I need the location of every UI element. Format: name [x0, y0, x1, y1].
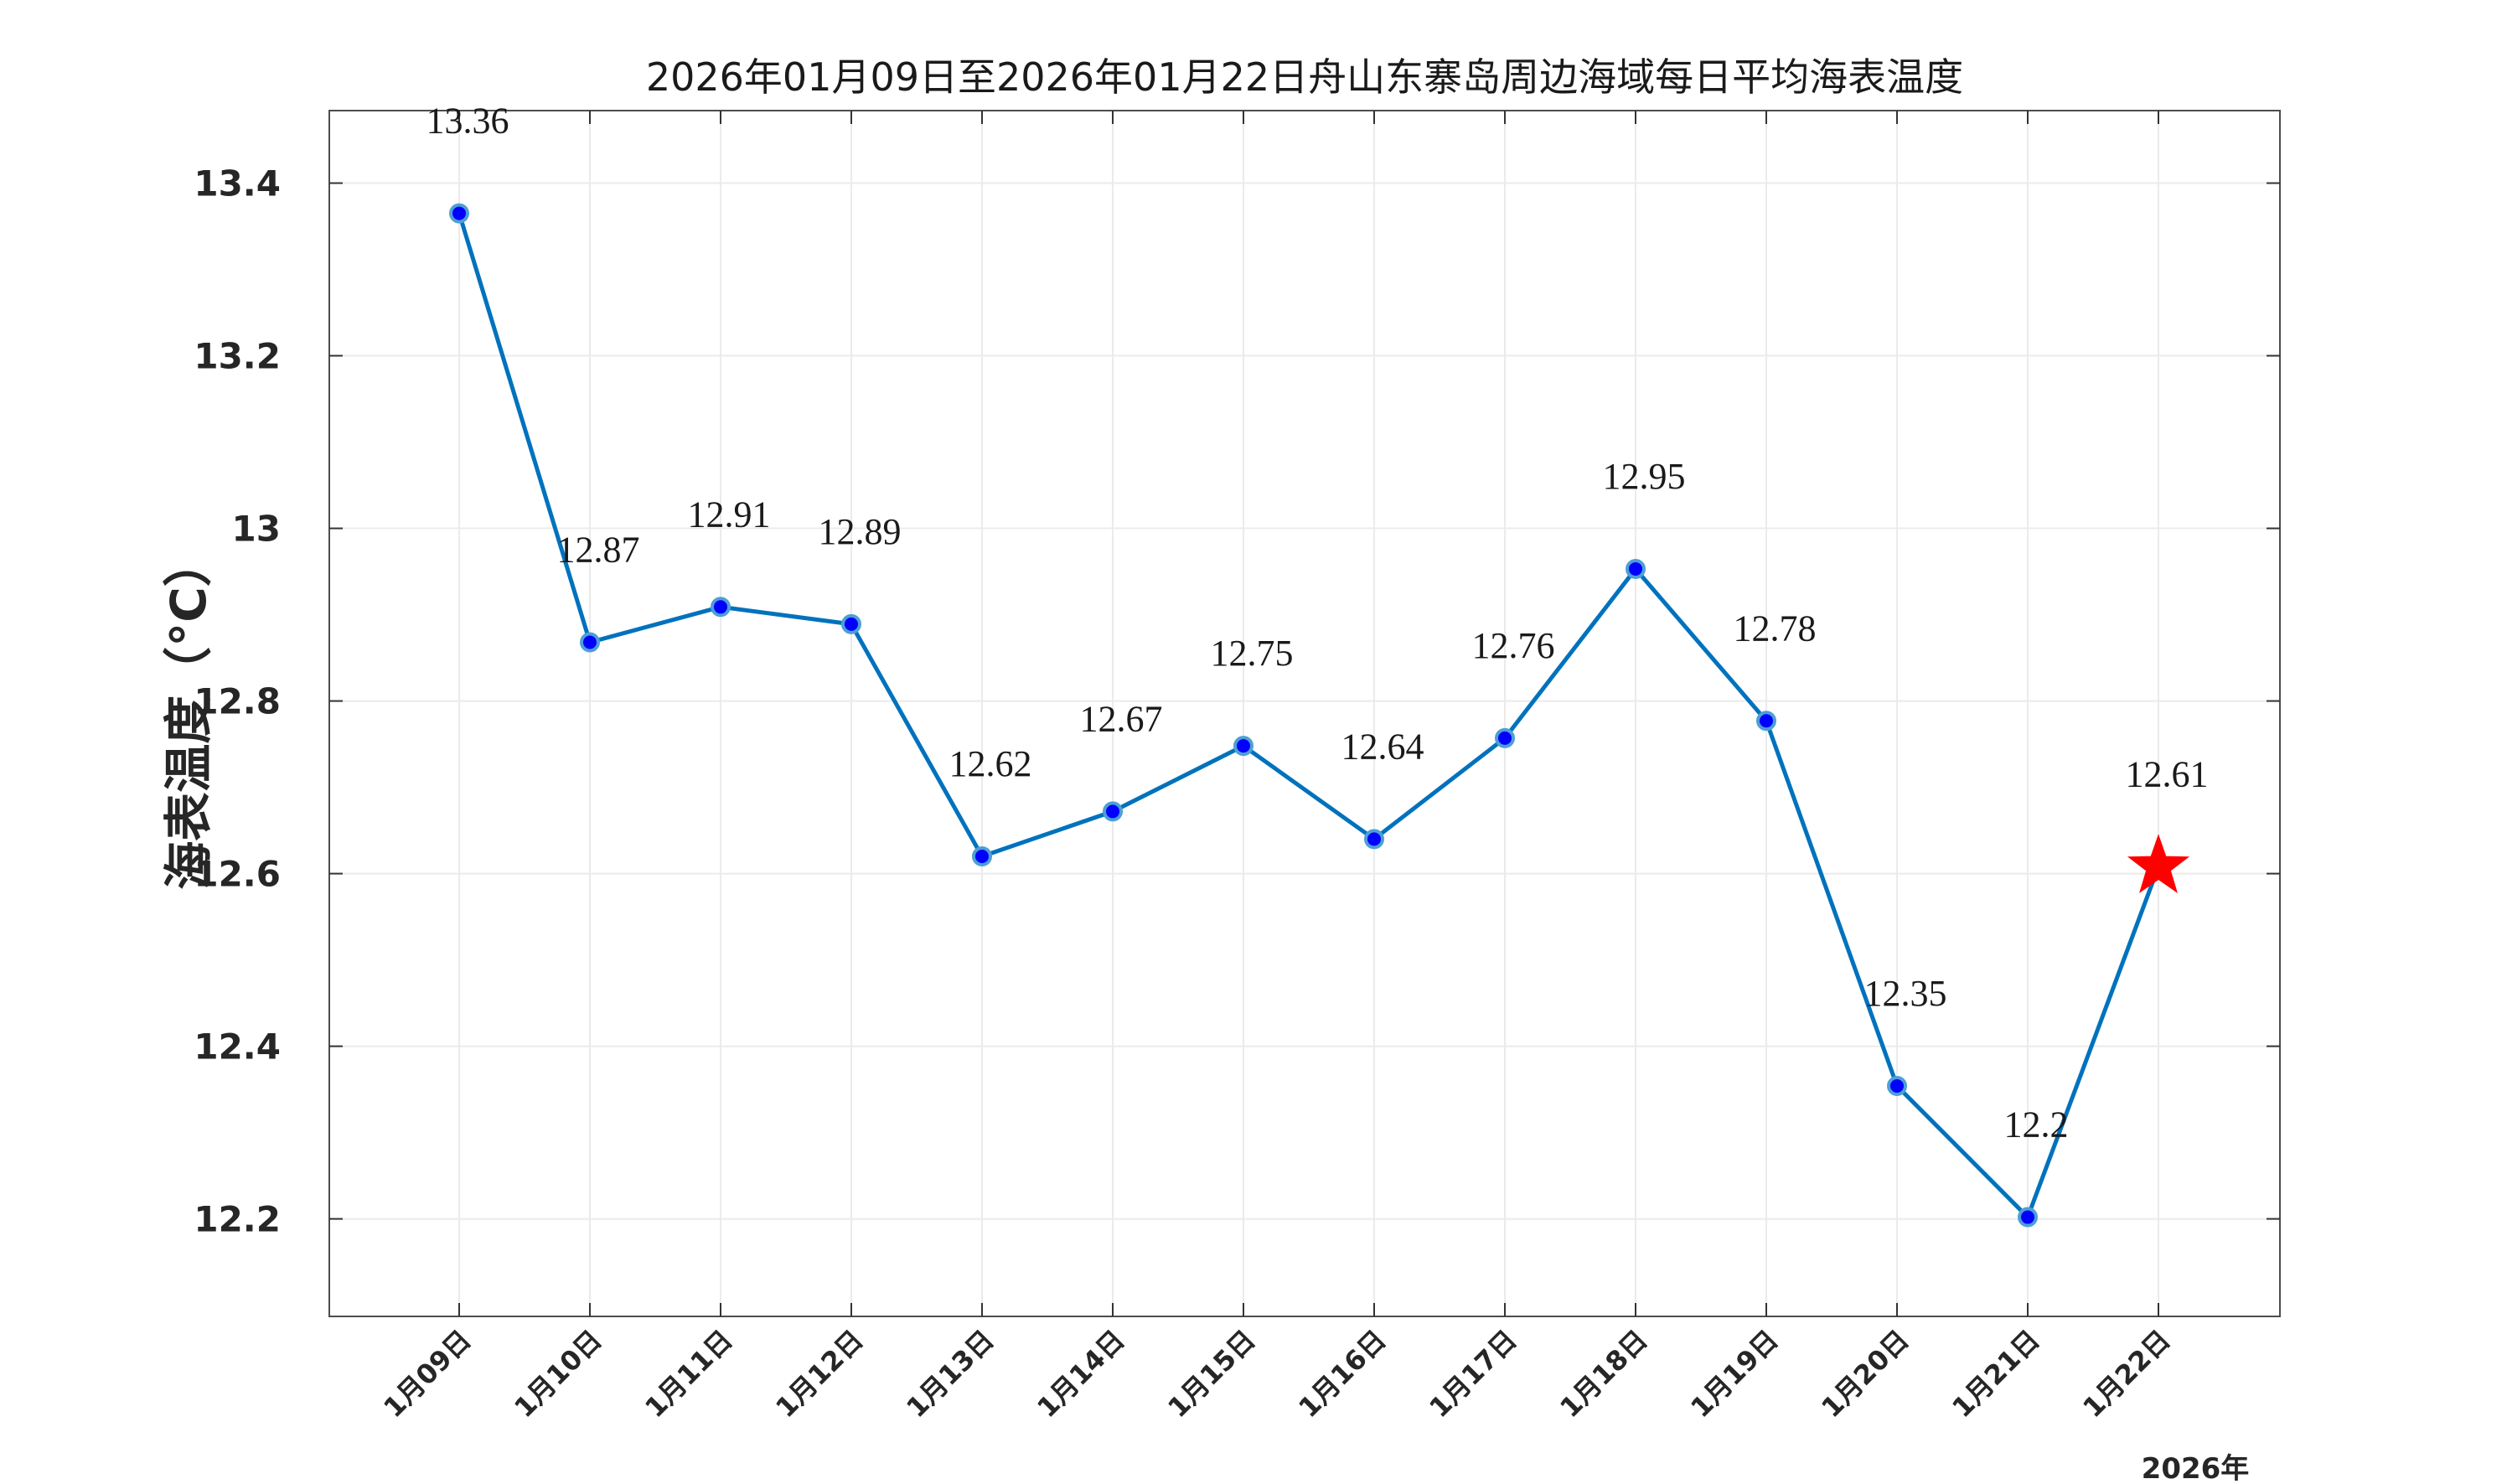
chart-title: 2026年01月09日至2026年01月22日舟山东寨岛周边海域每日平均海表温度: [646, 54, 1963, 100]
y-tick-label: 13: [232, 509, 281, 550]
grid-layer: [329, 111, 2280, 1316]
x-tick-label: 1月09日: [377, 1324, 477, 1424]
x-tick-label: 1月22日: [2076, 1324, 2176, 1424]
data-point: [1103, 801, 1123, 822]
data-label: 12.87: [557, 530, 640, 571]
x-tick-label: 1月20日: [1815, 1324, 1915, 1424]
data-label: 12.75: [1211, 633, 1294, 674]
data-point: [1756, 711, 1776, 732]
plot-frame: [328, 110, 2281, 1317]
data-label: 12.64: [1341, 726, 1424, 767]
data-point: [1626, 558, 1646, 579]
data-point: [449, 203, 469, 224]
y-tick-label: 12.8: [194, 681, 281, 722]
x-tick-label: 1月19日: [1684, 1324, 1784, 1424]
data-point: [711, 597, 731, 618]
data-point: [1495, 727, 1515, 748]
data-point: [1887, 1075, 1907, 1096]
data-point: [1364, 829, 1384, 850]
data-point: [2018, 1207, 2038, 1228]
series-layer: [449, 203, 2190, 1228]
x-tick-label: 1月14日: [1031, 1324, 1130, 1424]
data-point: [580, 632, 600, 653]
x-tick-label: 1月17日: [1423, 1324, 1522, 1424]
x-tick-label: 1月21日: [1946, 1324, 2045, 1424]
y-axis-label: 海表温度（°C）: [160, 538, 217, 890]
data-label: 12.76: [1472, 625, 1555, 666]
data-label: 12.67: [1080, 698, 1163, 739]
data-label: 12.95: [1603, 456, 1686, 497]
data-point: [1233, 736, 1254, 757]
y-tick-label: 12.6: [194, 854, 281, 895]
x-tick-label: 1月11日: [638, 1324, 738, 1424]
data-label: 12.91: [688, 494, 771, 535]
y-axis: 12.2 12.4 12.6 12.8 13 13.2 13.4: [194, 163, 2280, 1240]
highlight-star-marker: [2127, 834, 2190, 893]
data-label: 12.62: [949, 743, 1032, 784]
x-tick-label: 1月10日: [508, 1324, 607, 1424]
data-label: 12.89: [819, 511, 902, 552]
y-tick-label: 12.2: [194, 1199, 281, 1240]
x-tick-label: 1月16日: [1292, 1324, 1392, 1424]
y-tick-label: 13.2: [194, 336, 281, 377]
x-tick-label: 1月15日: [1161, 1324, 1261, 1424]
data-label: 12.2: [2004, 1104, 2069, 1145]
series-line: [457, 212, 2161, 1220]
y-tick-label: 13.4: [194, 163, 281, 204]
x-tick-label: 1月18日: [1553, 1324, 1653, 1424]
data-label: 12.61: [2126, 753, 2209, 794]
x-tick-label: 1月12日: [769, 1324, 869, 1424]
data-point: [972, 845, 992, 866]
data-label: 12.35: [1864, 973, 1947, 1014]
y-tick-label: 12.4: [194, 1026, 281, 1068]
data-label: 13.36: [426, 101, 509, 142]
x-axis-year-label: 2026年: [2142, 1452, 2250, 1481]
data-label: 12.78: [1734, 608, 1817, 649]
data-point: [841, 613, 861, 634]
x-tick-label: 1月13日: [900, 1324, 1000, 1424]
data-label-layer: 13.36 12.87 12.91 12.89 12.62 12.67 12.75 12.64…: [426, 101, 2209, 1145]
